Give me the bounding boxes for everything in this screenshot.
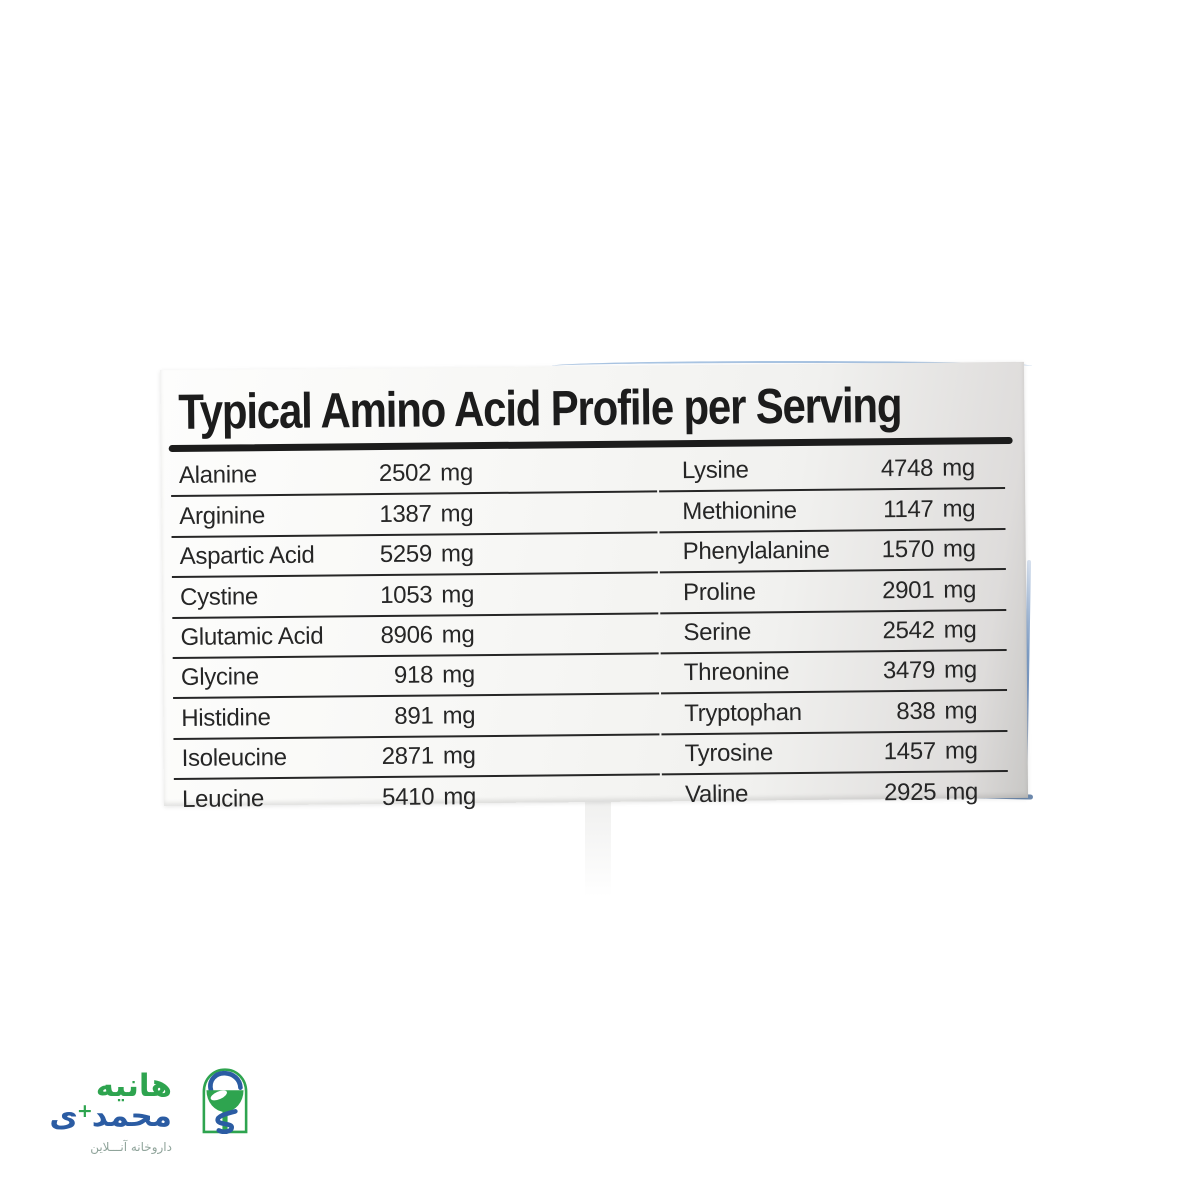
pharmacy-bowl-snake-icon: [202, 1068, 248, 1134]
arch-outline: [202, 1068, 248, 1134]
amino-acid-name: Proline: [682, 578, 756, 606]
amino-acid-name: Tyrosine: [684, 739, 774, 768]
table-row: Tyrosine 1457 mg: [661, 731, 1008, 776]
amino-acid-unit: mg: [441, 621, 475, 649]
snake-head-arc: [208, 1070, 243, 1094]
amino-acid-amount: 2502: [378, 459, 432, 488]
amino-acid-unit: mg: [945, 777, 979, 806]
table-row: Cystine 1053 mg: [171, 573, 659, 619]
table-row: Aspartic Acid 5259 mg: [171, 533, 658, 579]
table-row: Tryptophan 838 mg: [661, 691, 1008, 736]
amino-table-left-column: Alanine 2502 mg Arginine 1387 mg Aspartic …: [170, 452, 660, 819]
watermark-name-line1: هانیه: [95, 1068, 172, 1104]
amino-acid-unit: mg: [441, 661, 475, 689]
amino-acid-name: Leucine: [181, 784, 265, 813]
amino-acid-name: Serine: [683, 618, 752, 647]
watermark-subtitle: داروخانه آنـــلاین: [90, 1140, 172, 1154]
amino-acid-amount: 2901: [881, 576, 935, 604]
amino-acid-unit: mg: [440, 540, 474, 568]
amino-acid-name: Cystine: [179, 582, 259, 611]
amino-acid-unit: mg: [942, 535, 976, 563]
package-top-edge: [552, 361, 1032, 375]
amino-acid-unit: mg: [943, 575, 977, 604]
amino-acid-unit: mg: [442, 701, 476, 730]
package-crease: [585, 802, 611, 897]
amino-acid-name: Lysine: [681, 456, 749, 485]
amino-acid-amount: 8906: [380, 621, 433, 650]
table-row: Valine 2925 mg: [662, 772, 1008, 814]
amino-acid-name: Alanine: [178, 461, 258, 490]
amino-acid-amount: 3479: [882, 657, 936, 685]
amino-acid-unit: mg: [943, 616, 977, 644]
watermark-logo: هانیه محمد+ی داروخانه آنـــلاین: [49, 1066, 250, 1155]
table-row: Serine 2542 mg: [660, 610, 1007, 655]
amino-acid-amount: 4748: [880, 455, 934, 483]
amino-acid-unit: mg: [944, 697, 978, 725]
table-row: Phenylalanine 1570 mg: [659, 529, 1006, 574]
amino-acid-unit: mg: [443, 782, 477, 810]
amino-acid-amount: 2925: [883, 778, 937, 806]
amino-acid-name: Glutamic Acid: [180, 622, 324, 651]
amino-acid-unit: mg: [943, 656, 977, 684]
amino-acid-amount: 1387: [379, 500, 432, 528]
amino-acid-unit: mg: [441, 580, 475, 609]
amino-acid-name: Isoleucine: [181, 744, 287, 773]
amino-acid-name: Threonine: [683, 658, 790, 687]
amino-acid-amount: 918: [393, 661, 434, 690]
table-row: Lysine 4748 mg: [658, 449, 1006, 493]
amino-acid-amount: 838: [896, 697, 936, 725]
amino-acid-name: Tryptophan: [684, 698, 802, 727]
amino-acid-unit: mg: [942, 495, 976, 523]
amino-acid-unit: mg: [440, 499, 474, 528]
label-title: Typical Amino Acid Profile per Serving: [178, 377, 902, 440]
table-row: Leucine 5410 mg: [174, 776, 660, 819]
amino-acid-name: Glycine: [180, 663, 259, 692]
amino-acid-name: Methionine: [682, 496, 797, 525]
amino-acid-amount: 1457: [883, 737, 937, 766]
amino-acid-amount: 2871: [381, 742, 435, 771]
amino-acid-amount: 1570: [881, 535, 935, 564]
table-row: Arginine 1387 mg: [171, 492, 658, 538]
amino-acid-unit: mg: [944, 737, 978, 765]
table-row: Isoleucine 2871 mg: [173, 735, 660, 781]
table-row: Glycine 918 mg: [172, 654, 660, 700]
plus-icon: +: [76, 1100, 93, 1122]
amino-acid-name: Histidine: [181, 703, 271, 732]
table-row: Alanine 2502 mg: [170, 452, 658, 498]
amino-acid-name: Arginine: [179, 501, 266, 530]
amino-table-right-column: Lysine 4748 mg Methionine 1147 mg Phenylal…: [658, 449, 1008, 814]
amino-acid-unit: mg: [942, 454, 976, 483]
amino-acid-name: Phenylalanine: [682, 536, 830, 566]
amino-acid-amount: 5410: [381, 783, 435, 811]
snake-body-wrap: [215, 1109, 238, 1134]
amino-acid-unit: mg: [440, 459, 474, 487]
amino-acid-amount: 2542: [882, 616, 935, 645]
amino-acid-amount: 1053: [380, 581, 433, 609]
table-row: Proline 2901 mg: [659, 570, 1007, 614]
amino-acid-label-panel: Typical Amino Acid Profile per Serving A…: [159, 361, 1029, 812]
leaf-shape: [210, 1090, 227, 1101]
table-row: Methionine 1147 mg: [659, 489, 1006, 534]
table-row: Threonine 3479 mg: [660, 650, 1008, 695]
table-row: Histidine 891 mg: [173, 694, 660, 740]
bowl-stem: [222, 1109, 228, 1130]
amino-acid-amount: 891: [394, 702, 434, 730]
watermark-text: هانیه محمد+ی داروخانه آنـــلاین: [49, 1068, 172, 1155]
amino-acid-name: Valine: [684, 780, 749, 808]
amino-acid-amount: 1147: [882, 495, 934, 524]
amino-acid-unit: mg: [442, 742, 476, 770]
watermark-name-line2: محمد+ی: [49, 1098, 172, 1134]
table-row: Glutamic Acid 8906 mg: [172, 613, 659, 660]
amino-acid-amount: 5259: [379, 540, 433, 569]
amino-acid-name: Aspartic Acid: [179, 541, 315, 571]
